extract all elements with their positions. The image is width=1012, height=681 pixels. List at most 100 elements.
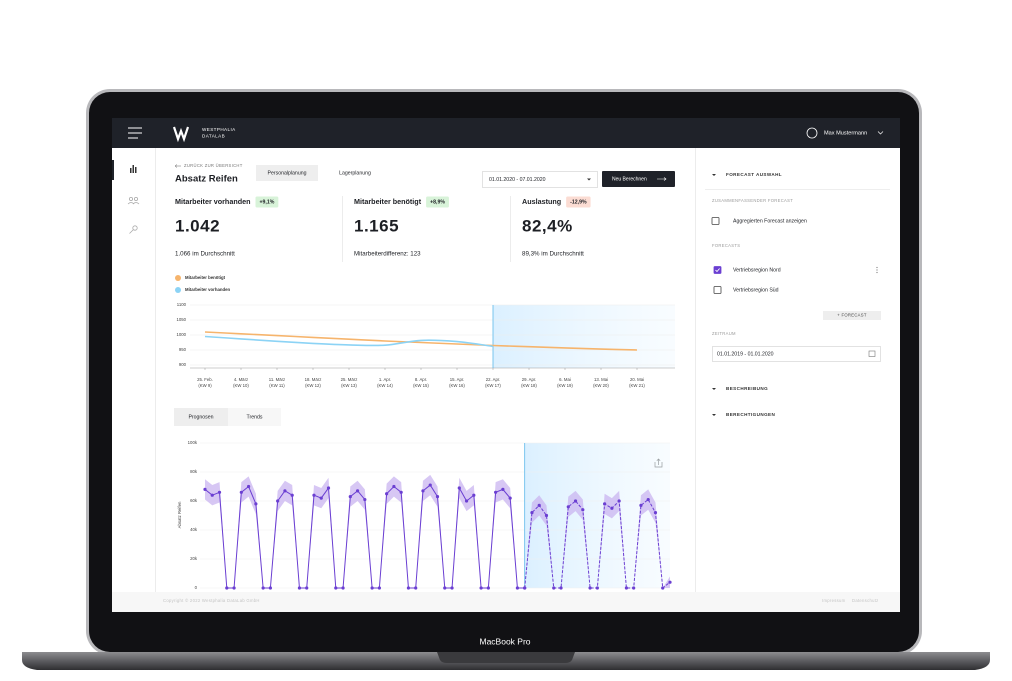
- logo-mark: [172, 126, 190, 143]
- add-forecast-label[interactable]: + FORECAST: [837, 313, 867, 318]
- history-point: [486, 586, 490, 590]
- y-tick-label: 80k: [190, 469, 198, 474]
- top-bar: [112, 118, 900, 148]
- back-arrow[interactable]: [174, 164, 181, 168]
- history-point: [494, 490, 498, 494]
- x-tick-label: (KW 15): [413, 383, 429, 388]
- chart-tab[interactable]: [228, 408, 281, 426]
- nav-icon-tools[interactable]: [129, 225, 138, 234]
- section-heading: ZEITRAUM: [712, 331, 736, 336]
- history-point: [479, 586, 483, 590]
- forecast-point: [639, 503, 643, 507]
- x-tick-label: 25. März: [341, 377, 358, 382]
- checkbox[interactable]: [713, 286, 722, 294]
- calendar-icon[interactable]: [868, 350, 876, 357]
- tab[interactable]: Lagerplanung: [339, 170, 371, 176]
- user-chevron[interactable]: [877, 131, 884, 135]
- nav-icon-people[interactable]: [127, 196, 140, 205]
- x-tick-label: 22. Apr.: [486, 377, 501, 382]
- checkbox-label[interactable]: Vertriebsregion Süd: [733, 287, 779, 293]
- date-range[interactable]: 01.01.2020 - 07.01.2020: [489, 177, 546, 183]
- history-point: [261, 586, 265, 590]
- x-tick-label: (KW 13): [341, 383, 357, 388]
- user-name[interactable]: Max Mustermann: [824, 130, 867, 136]
- date-caret[interactable]: [587, 178, 591, 181]
- section-caret[interactable]: [712, 414, 716, 416]
- history-point: [450, 586, 454, 590]
- kpi-change: -12,9%: [570, 199, 587, 205]
- history-point: [210, 493, 214, 497]
- period[interactable]: 01.01.2019 - 01.01.2020: [717, 351, 774, 357]
- checkbox[interactable]: [711, 217, 720, 225]
- tab-active[interactable]: [256, 165, 318, 181]
- history-point: [239, 490, 243, 494]
- x-tick-label: (KW 10): [233, 383, 249, 388]
- calc-button[interactable]: [602, 171, 675, 187]
- x-tick-label: 29. Apr.: [522, 377, 537, 382]
- chart-tab[interactable]: Prognosen: [188, 414, 213, 420]
- nav-icon-chart[interactable]: [130, 165, 137, 173]
- forecast-point: [661, 586, 665, 590]
- history-point: [399, 490, 403, 494]
- legend-swatch: [175, 287, 181, 293]
- kpi-note: 89,3% im Durchschnitt: [522, 251, 584, 258]
- section-heading: FORECASTS: [712, 243, 740, 248]
- y-tick-label: 1050: [176, 317, 186, 322]
- history-point: [515, 586, 520, 590]
- forecast-point: [552, 586, 556, 590]
- period-picker[interactable]: [712, 346, 881, 362]
- checkbox-label[interactable]: Vertriebsregion Nord: [733, 267, 781, 273]
- kpi-value: 82,4%: [522, 216, 573, 235]
- history-point: [319, 496, 323, 500]
- section-heading: ZUSAMMENFASSENDER FORECAST: [712, 198, 793, 203]
- legend-label: Mitarbeiter benötigt: [185, 275, 226, 280]
- kpi-value: 1.165: [354, 216, 399, 235]
- footer-link[interactable]: Datenschutz: [852, 598, 879, 603]
- calc-arrow[interactable]: [657, 177, 667, 181]
- x-tick-label: 25. Feb.: [197, 377, 213, 382]
- forecast-point: [537, 503, 541, 507]
- panel-caret[interactable]: [712, 174, 716, 176]
- nav-active: [112, 160, 114, 180]
- menu-icon[interactable]: [128, 127, 142, 139]
- y-tick-label: 20k: [190, 556, 198, 561]
- history-point: [254, 502, 258, 506]
- checkbox-label[interactable]: Aggregierten Forecast anzeigen: [733, 218, 807, 224]
- history-point: [203, 487, 207, 491]
- series-line: [204, 335, 494, 348]
- tab[interactable]: Personalplanung: [268, 170, 307, 176]
- chart-tab[interactable]: Trends: [247, 414, 263, 420]
- avatar[interactable]: [806, 127, 818, 139]
- x-tick-label: (KW 16): [449, 383, 465, 388]
- section-toggle[interactable]: BESCHREIBUNG: [726, 386, 768, 391]
- x-tick-label: 11. März: [269, 377, 285, 382]
- section-caret[interactable]: [712, 388, 716, 390]
- history-point: [385, 492, 389, 496]
- forecast-region: [524, 443, 670, 588]
- kpi-value: 1.042: [175, 216, 220, 235]
- kebab-menu[interactable]: [876, 266, 878, 274]
- history-point: [421, 489, 425, 493]
- forecast-point: [573, 499, 578, 503]
- back-link[interactable]: ZURÜCK ZUR ÜBERSICHT: [184, 163, 243, 168]
- x-tick-label: 13. Mai: [594, 377, 608, 382]
- checkbox[interactable]: [713, 266, 722, 274]
- date-picker[interactable]: [482, 171, 598, 188]
- history-point: [363, 497, 367, 502]
- chart-tab-active[interactable]: [174, 408, 228, 426]
- forecast-point: [530, 510, 534, 515]
- history-point: [305, 586, 309, 590]
- history-point: [377, 586, 381, 590]
- footer-link[interactable]: Impressum: [822, 598, 846, 603]
- history-point: [501, 487, 505, 491]
- section-toggle[interactable]: BERECHTIGUNGEN: [726, 412, 776, 417]
- x-tick-label: 1. Apr.: [379, 377, 391, 382]
- logo-text: WESTPHALIA: [202, 127, 236, 132]
- calc-button-label[interactable]: Neu Berechnen: [612, 176, 647, 182]
- add-forecast-button[interactable]: [823, 311, 881, 320]
- history-point: [472, 493, 476, 497]
- history-point: [268, 586, 272, 590]
- x-tick-label: 6. Mai: [559, 377, 571, 382]
- history-point: [232, 586, 236, 590]
- x-tick-label: 15. Apr.: [450, 377, 465, 382]
